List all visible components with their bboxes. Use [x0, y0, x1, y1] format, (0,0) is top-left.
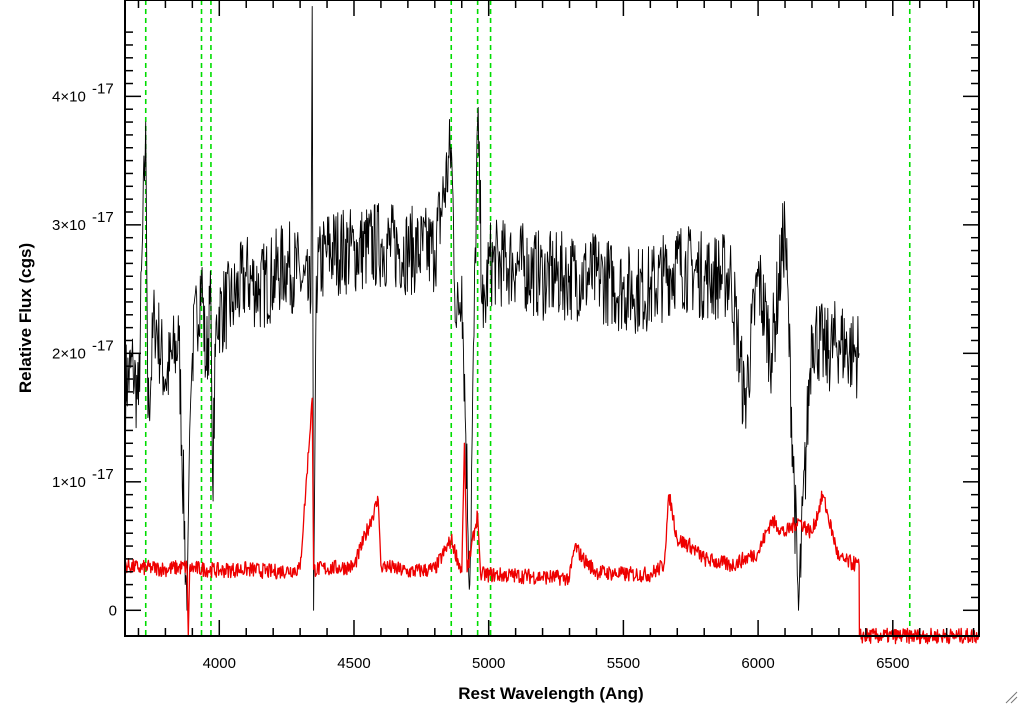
x-tick-label: 6000 — [741, 655, 774, 672]
y-tick-label: 3×10 — [52, 217, 86, 234]
y-tick-label: 0 — [109, 602, 117, 619]
y-tick-label: 2×10 — [52, 345, 86, 362]
x-tick-label: 4500 — [337, 655, 370, 672]
x-tick-label: 6500 — [876, 655, 909, 672]
plot-axes: 4000 4500 5000 5500 6000 6500 0 1×10 -17 2×10 -17 3… — [52, 0, 980, 672]
x-tick-label: 5500 — [607, 655, 640, 672]
y-tick-exponent: -17 — [92, 209, 114, 226]
x-tick-label: 4000 — [203, 655, 236, 672]
plot-frame — [124, 0, 980, 637]
y-tick-exponent: -17 — [92, 337, 114, 354]
x-tick-label: 5000 — [472, 655, 505, 672]
observed-spectrum-line — [124, 5, 860, 611]
resize-grip-icon[interactable] — [1004, 690, 1018, 704]
y-tick-label: 4×10 — [52, 88, 86, 105]
spectrum-series — [124, 5, 980, 645]
x-axis-title: Rest Wavelength (Ang) — [458, 684, 643, 703]
y-tick-label: 1×10 — [52, 474, 86, 491]
y-axis-title: Relative Flux (cgs) — [16, 243, 35, 393]
y-tick-exponent: -17 — [92, 80, 114, 97]
model-spectrum-line — [124, 397, 980, 645]
y-tick-exponent: -17 — [92, 466, 114, 483]
